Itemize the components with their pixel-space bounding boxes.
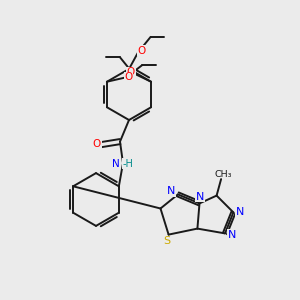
Text: N: N bbox=[227, 230, 236, 240]
Text: N: N bbox=[112, 159, 119, 169]
Text: O: O bbox=[137, 46, 146, 56]
Text: CH₃: CH₃ bbox=[215, 170, 232, 179]
Text: -H: -H bbox=[123, 159, 134, 169]
Text: N: N bbox=[167, 186, 176, 197]
Text: O: O bbox=[93, 139, 101, 149]
Text: N: N bbox=[236, 207, 244, 217]
Text: O: O bbox=[127, 67, 135, 77]
Text: N: N bbox=[196, 192, 204, 202]
Text: S: S bbox=[164, 236, 171, 246]
Text: O: O bbox=[125, 72, 133, 82]
